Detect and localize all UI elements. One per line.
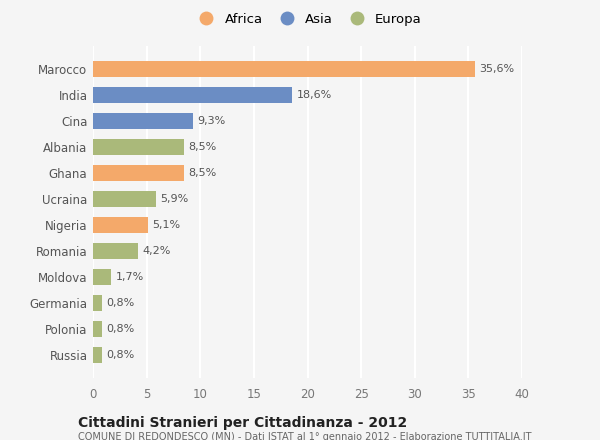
Bar: [93, 87, 292, 103]
Bar: [93, 165, 184, 181]
Text: 0,8%: 0,8%: [106, 298, 134, 308]
Bar: [93, 113, 193, 129]
Text: 1,7%: 1,7%: [116, 272, 144, 282]
Bar: [93, 191, 156, 207]
Bar: [93, 269, 111, 285]
Bar: [93, 217, 148, 233]
Text: 4,2%: 4,2%: [142, 246, 171, 256]
Bar: [93, 139, 184, 155]
Bar: [93, 347, 101, 363]
Text: 18,6%: 18,6%: [297, 90, 332, 100]
Text: COMUNE DI REDONDESCO (MN) - Dati ISTAT al 1° gennaio 2012 - Elaborazione TUTTITA: COMUNE DI REDONDESCO (MN) - Dati ISTAT a…: [78, 432, 532, 440]
Text: 0,8%: 0,8%: [106, 324, 134, 334]
Bar: [93, 321, 101, 337]
Bar: [93, 243, 138, 259]
Text: 35,6%: 35,6%: [479, 64, 514, 74]
Text: 0,8%: 0,8%: [106, 350, 134, 360]
Text: 8,5%: 8,5%: [188, 169, 217, 178]
Text: 9,3%: 9,3%: [197, 116, 225, 126]
Text: Cittadini Stranieri per Cittadinanza - 2012: Cittadini Stranieri per Cittadinanza - 2…: [78, 416, 407, 430]
Bar: [93, 61, 475, 77]
Text: 8,5%: 8,5%: [188, 142, 217, 152]
Text: 5,9%: 5,9%: [161, 194, 189, 204]
Text: 5,1%: 5,1%: [152, 220, 180, 230]
Bar: [93, 295, 101, 312]
Legend: Africa, Asia, Europa: Africa, Asia, Europa: [193, 13, 422, 26]
